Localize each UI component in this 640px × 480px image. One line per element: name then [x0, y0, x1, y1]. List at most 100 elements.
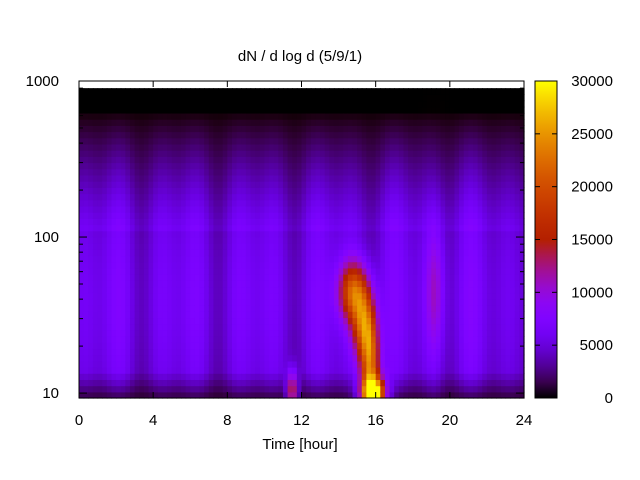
heatmap-cell [357, 106, 363, 114]
heatmap-cell [408, 292, 414, 300]
heatmap-cell [208, 292, 215, 300]
heatmap-cell [384, 106, 391, 114]
heatmap-cell [320, 187, 326, 195]
heatmap-cell [357, 298, 363, 306]
heatmap-cell [500, 125, 507, 133]
heatmap-cell [310, 205, 317, 213]
heatmap-cell [264, 342, 270, 350]
heatmap-cell [371, 162, 377, 170]
heatmap-cell [422, 286, 428, 294]
heatmap-cell [357, 305, 363, 312]
heatmap-cell [445, 112, 451, 120]
heatmap-cell [264, 391, 270, 399]
heatmap-cell [148, 367, 154, 374]
heatmap-cell [454, 385, 460, 393]
heatmap-cell [422, 348, 428, 356]
heatmap-cell [445, 267, 451, 275]
heatmap-cell [264, 106, 270, 114]
heatmap-cell [287, 379, 293, 387]
heatmap-cell [403, 367, 409, 374]
heatmap-cell [282, 106, 289, 114]
heatmap-cell [194, 348, 201, 356]
heatmap-cell [222, 280, 228, 288]
heatmap-cell [352, 230, 358, 238]
heatmap-cell [449, 224, 456, 232]
heatmap-cell [157, 354, 164, 362]
heatmap-cell [333, 137, 340, 145]
heatmap-cell [139, 267, 145, 275]
heatmap-cell [273, 150, 279, 157]
heatmap-cell [273, 274, 279, 281]
heatmap-cell [366, 305, 372, 312]
heatmap-cell [468, 280, 474, 288]
heatmap-cell [269, 212, 275, 219]
heatmap-cell [384, 137, 391, 145]
heatmap-cell [320, 125, 326, 133]
heatmap-cell [296, 94, 303, 102]
heatmap-cell [398, 137, 405, 145]
heatmap-cell [477, 137, 483, 145]
heatmap-cell [371, 348, 377, 356]
heatmap-cell [88, 336, 94, 343]
heatmap-cell [384, 292, 391, 300]
heatmap-cell [171, 193, 177, 201]
heatmap-cell [162, 360, 168, 368]
heatmap-cell [473, 199, 479, 207]
heatmap-cell [435, 88, 442, 95]
heatmap-cell [468, 243, 474, 250]
heatmap-cell [510, 156, 516, 164]
heatmap-cell [440, 88, 446, 95]
heatmap-cell [269, 261, 275, 269]
heatmap-cell [496, 311, 502, 319]
heatmap-cell [264, 168, 270, 176]
heatmap-cell [102, 298, 108, 306]
heatmap-cell [204, 342, 210, 350]
heatmap-cell [231, 106, 238, 114]
heatmap-cell [435, 385, 442, 393]
heatmap-cell [371, 212, 377, 219]
heatmap-cell [440, 267, 446, 275]
heatmap-cell [296, 274, 303, 281]
heatmap-cell [129, 342, 136, 350]
heatmap-cell [255, 100, 261, 108]
heatmap-cell [440, 224, 446, 232]
heatmap-cell [500, 137, 507, 145]
heatmap-cell [245, 212, 252, 219]
heatmap-cell [306, 143, 312, 151]
heatmap-cell [431, 106, 437, 114]
heatmap-cell [384, 156, 391, 164]
heatmap-cell [454, 106, 460, 114]
heatmap-cell [236, 311, 242, 319]
heatmap-cell [510, 255, 516, 263]
heatmap-cell [129, 112, 136, 120]
heatmap-cell [171, 125, 177, 133]
heatmap-cell [157, 286, 164, 294]
heatmap-cell [259, 267, 266, 275]
heatmap-cell [417, 150, 423, 157]
heatmap-cell [185, 131, 191, 139]
heatmap-cell [477, 367, 483, 374]
heatmap-cell [153, 391, 159, 399]
heatmap-cell [250, 100, 256, 108]
heatmap-cell [148, 236, 154, 244]
heatmap-cell [287, 323, 293, 331]
heatmap-cell [83, 261, 89, 269]
heatmap-cell [273, 181, 279, 188]
colorbar-tick-label: 15000 [571, 232, 613, 249]
heatmap-cell [185, 205, 191, 213]
heatmap-cell [171, 168, 177, 176]
heatmap-cell [134, 323, 140, 331]
heatmap-cell [366, 267, 372, 275]
heatmap-cell [157, 243, 164, 250]
heatmap-cell [329, 137, 335, 145]
heatmap-cell [343, 162, 349, 170]
heatmap-cell [292, 156, 298, 164]
heatmap-cell [422, 174, 428, 182]
heatmap-cell [129, 119, 136, 126]
heatmap-cell [129, 174, 136, 182]
heatmap-cell [333, 100, 340, 108]
heatmap-cell [468, 305, 474, 312]
heatmap-cell [236, 162, 242, 170]
heatmap-cell [477, 391, 483, 399]
heatmap-cell [259, 280, 266, 288]
